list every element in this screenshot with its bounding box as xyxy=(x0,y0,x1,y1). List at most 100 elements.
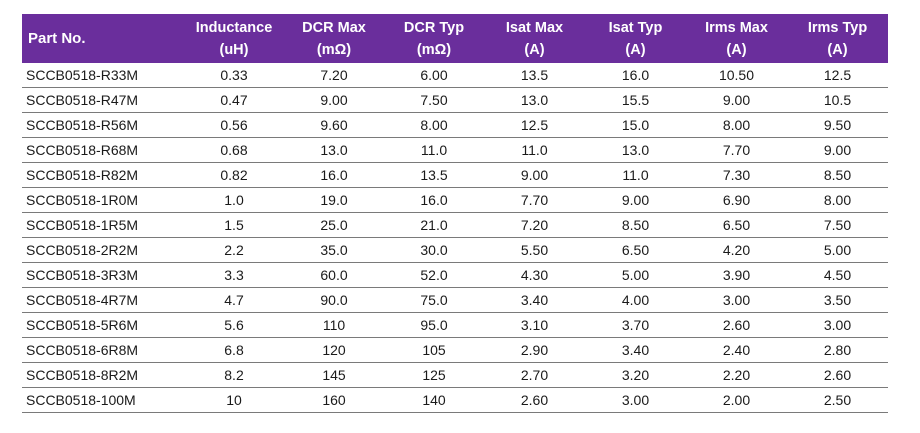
column-header-dcr-typ: DCR Typ (mΩ) xyxy=(384,14,484,63)
table-row: SCCB0518-1R0M 1.0 19.0 16.0 7.70 9.00 6.90 8.00 xyxy=(22,187,888,213)
cell-irms-typ: 2.50 xyxy=(787,387,888,413)
cell-inductance: 1.0 xyxy=(184,187,284,213)
cell-irms-max: 2.40 xyxy=(686,337,787,363)
table-row: SCCB0518-8R2M 8.2 145 125 2.70 3.20 2.20 2.60 xyxy=(22,362,888,388)
cell-inductance: 10 xyxy=(184,387,284,413)
table-row: SCCB0518-2R2M 2.2 35.0 30.0 5.50 6.50 4.20 5.00 xyxy=(22,237,888,263)
cell-dcr-max: 7.20 xyxy=(284,63,384,88)
cell-irms-max: 2.60 xyxy=(686,312,787,338)
cell-dcr-typ: 95.0 xyxy=(384,312,484,338)
cell-isat-max: 11.0 xyxy=(484,137,585,163)
cell-irms-max: 2.20 xyxy=(686,362,787,388)
cell-part-no: SCCB0518-5R6M xyxy=(22,312,184,338)
cell-dcr-typ: 75.0 xyxy=(384,287,484,313)
cell-isat-max: 4.30 xyxy=(484,262,585,288)
cell-dcr-max: 35.0 xyxy=(284,237,384,263)
cell-inductance: 0.68 xyxy=(184,137,284,163)
cell-inductance: 0.82 xyxy=(184,162,284,188)
column-header-unit: (A) xyxy=(524,41,545,58)
column-header-label: Inductance xyxy=(195,19,273,36)
column-header-unit: (uH) xyxy=(219,41,249,58)
table-row: SCCB0518-100M 10 160 140 2.60 3.00 2.00 2.50 xyxy=(22,387,888,413)
column-header-label: Irms Max xyxy=(705,19,768,36)
column-header-label: DCR Max xyxy=(302,19,366,36)
column-header-label: DCR Typ xyxy=(403,19,465,36)
cell-irms-typ: 4.50 xyxy=(787,262,888,288)
cell-isat-typ: 16.0 xyxy=(585,63,686,88)
cell-isat-typ: 3.40 xyxy=(585,337,686,363)
cell-part-no: SCCB0518-R56M xyxy=(22,112,184,138)
cell-dcr-typ: 52.0 xyxy=(384,262,484,288)
column-header-unit: (A) xyxy=(726,41,747,58)
cell-part-no: SCCB0518-8R2M xyxy=(22,362,184,388)
cell-isat-max: 9.00 xyxy=(484,162,585,188)
cell-isat-max: 13.5 xyxy=(484,63,585,88)
cell-dcr-max: 145 xyxy=(284,362,384,388)
cell-dcr-max: 160 xyxy=(284,387,384,413)
cell-inductance: 4.7 xyxy=(184,287,284,313)
cell-dcr-max: 60.0 xyxy=(284,262,384,288)
cell-dcr-typ: 8.00 xyxy=(384,112,484,138)
cell-part-no: SCCB0518-R47M xyxy=(22,87,184,113)
cell-inductance: 6.8 xyxy=(184,337,284,363)
cell-dcr-typ: 30.0 xyxy=(384,237,484,263)
cell-inductance: 3.3 xyxy=(184,262,284,288)
cell-isat-typ: 15.0 xyxy=(585,112,686,138)
cell-isat-max: 7.20 xyxy=(484,212,585,238)
cell-irms-max: 6.50 xyxy=(686,212,787,238)
cell-irms-typ: 8.50 xyxy=(787,162,888,188)
table-row: SCCB0518-6R8M 6.8 120 105 2.90 3.40 2.40 2.80 xyxy=(22,337,888,363)
table-row: SCCB0518-3R3M 3.3 60.0 52.0 4.30 5.00 3.90 4.50 xyxy=(22,262,888,288)
table-row: SCCB0518-R68M 0.68 13.0 11.0 11.0 13.0 7.70 9.0… xyxy=(22,137,888,163)
cell-dcr-max: 25.0 xyxy=(284,212,384,238)
cell-irms-max: 3.90 xyxy=(686,262,787,288)
cell-part-no: SCCB0518-100M xyxy=(22,387,184,413)
table-row: SCCB0518-1R5M 1.5 25.0 21.0 7.20 8.50 6.50 7.50 xyxy=(22,212,888,238)
cell-inductance: 8.2 xyxy=(184,362,284,388)
cell-inductance: 0.33 xyxy=(184,63,284,88)
cell-irms-typ: 8.00 xyxy=(787,187,888,213)
cell-isat-typ: 13.0 xyxy=(585,137,686,163)
cell-dcr-typ: 16.0 xyxy=(384,187,484,213)
cell-isat-typ: 15.5 xyxy=(585,87,686,113)
table-row: SCCB0518-5R6M 5.6 110 95.0 3.10 3.70 2.60 3.00 xyxy=(22,312,888,338)
table-row: SCCB0518-R33M 0.33 7.20 6.00 13.5 16.0 10.50 12… xyxy=(22,63,888,88)
cell-irms-max: 10.50 xyxy=(686,63,787,88)
cell-irms-max: 4.20 xyxy=(686,237,787,263)
column-header-label: Irms Typ xyxy=(807,19,868,36)
cell-part-no: SCCB0518-6R8M xyxy=(22,337,184,363)
column-header-irms-max: Irms Max (A) xyxy=(686,14,787,63)
cell-dcr-typ: 105 xyxy=(384,337,484,363)
cell-isat-max: 2.60 xyxy=(484,387,585,413)
cell-irms-max: 7.30 xyxy=(686,162,787,188)
cell-dcr-max: 19.0 xyxy=(284,187,384,213)
cell-irms-max: 8.00 xyxy=(686,112,787,138)
cell-irms-typ: 12.5 xyxy=(787,63,888,88)
cell-part-no: SCCB0518-4R7M xyxy=(22,287,184,313)
cell-dcr-typ: 11.0 xyxy=(384,137,484,163)
cell-dcr-typ: 13.5 xyxy=(384,162,484,188)
cell-dcr-max: 110 xyxy=(284,312,384,338)
cell-part-no: SCCB0518-R82M xyxy=(22,162,184,188)
cell-isat-max: 13.0 xyxy=(484,87,585,113)
cell-isat-typ: 3.00 xyxy=(585,387,686,413)
cell-isat-max: 3.40 xyxy=(484,287,585,313)
cell-dcr-max: 90.0 xyxy=(284,287,384,313)
cell-isat-typ: 9.00 xyxy=(585,187,686,213)
cell-isat-max: 2.70 xyxy=(484,362,585,388)
column-header-unit: (mΩ) xyxy=(316,41,352,58)
cell-irms-max: 2.00 xyxy=(686,387,787,413)
column-header-inductance: Inductance (uH) xyxy=(184,14,284,63)
column-header-label: Isat Typ xyxy=(608,19,663,36)
cell-dcr-typ: 6.00 xyxy=(384,63,484,88)
cell-inductance: 2.2 xyxy=(184,237,284,263)
cell-dcr-typ: 140 xyxy=(384,387,484,413)
cell-irms-typ: 10.5 xyxy=(787,87,888,113)
cell-isat-max: 2.90 xyxy=(484,337,585,363)
column-header-part-no: Part No. xyxy=(28,30,86,47)
cell-irms-max: 7.70 xyxy=(686,137,787,163)
column-header-dcr-max: DCR Max (mΩ) xyxy=(284,14,384,63)
cell-inductance: 5.6 xyxy=(184,312,284,338)
cell-part-no: SCCB0518-R68M xyxy=(22,137,184,163)
column-header-unit: (A) xyxy=(827,41,848,58)
